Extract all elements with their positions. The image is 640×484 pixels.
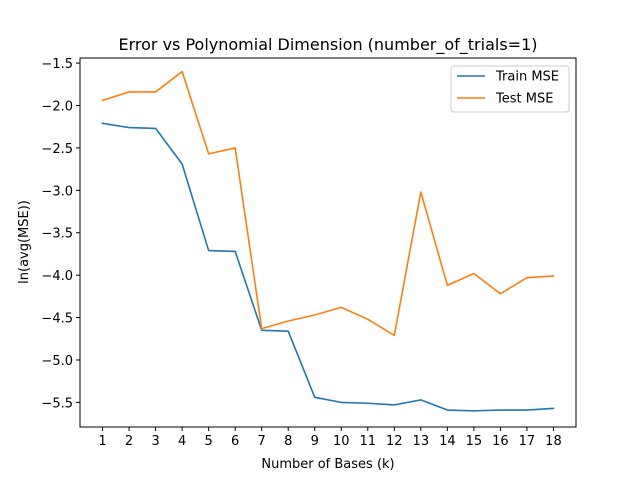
chart-title: Error vs Polynomial Dimension (number_of… [118,35,537,55]
x-tick-label: 6 [231,434,239,449]
x-tick-label: 17 [519,434,536,449]
x-tick-label: 11 [360,434,377,449]
y-tick-label: −3.5 [41,227,73,242]
series-line-test-mse [101,70,555,337]
legend-label-train-mse: Train MSE [495,70,559,85]
x-tick-label: 16 [492,434,509,449]
legend-label-test-mse: Test MSE [495,92,553,107]
x-tick-label: 12 [386,434,403,449]
x-tick-label: 1 [98,434,106,449]
y-tick-label: −4.0 [41,269,73,284]
plot-frame [79,57,577,428]
y-tick-label: −2.0 [41,100,73,115]
x-tick-label: 13 [413,434,430,449]
legend: Train MSE Test MSE [450,65,570,113]
legend-items: Train MSE Test MSE [457,70,559,107]
y-axis-label: ln(avg(MSE)) [17,200,32,284]
y-axis: −1.5 −2.0 −2.5 −3.0 −3.5 −4.0 −4.5 −5.0 −5.5 [41,57,80,411]
x-tick-label: 9 [311,434,319,449]
x-tick-label: 18 [545,434,562,449]
plot-area [79,57,577,428]
y-tick-label: −3.0 [41,184,73,199]
y-tick-label: −1.5 [41,57,73,72]
y-tick-label: −5.5 [41,396,73,411]
x-tick-label: 2 [125,434,133,449]
y-tick-label: −2.5 [41,142,73,157]
y-tick-label: −5.0 [41,354,73,369]
x-tick-label: 10 [333,434,350,449]
series-layer [101,70,555,412]
x-tick-label: 14 [439,434,456,449]
legend-box [450,65,570,113]
y-tick-label: −4.5 [41,312,73,327]
x-tick-label: 7 [258,434,266,449]
x-tick-label: 15 [466,434,483,449]
x-tick-label: 3 [151,434,159,449]
x-tick-label: 5 [205,434,213,449]
x-tick-label: 8 [284,434,292,449]
series-line-train-mse [101,122,555,412]
x-axis-label: Number of Bases (k) [261,457,394,472]
x-tick-label: 4 [178,434,186,449]
x-axis: 1 2 3 4 5 6 7 8 9 10 11 12 13 14 15 16 17 18 [98,427,562,449]
